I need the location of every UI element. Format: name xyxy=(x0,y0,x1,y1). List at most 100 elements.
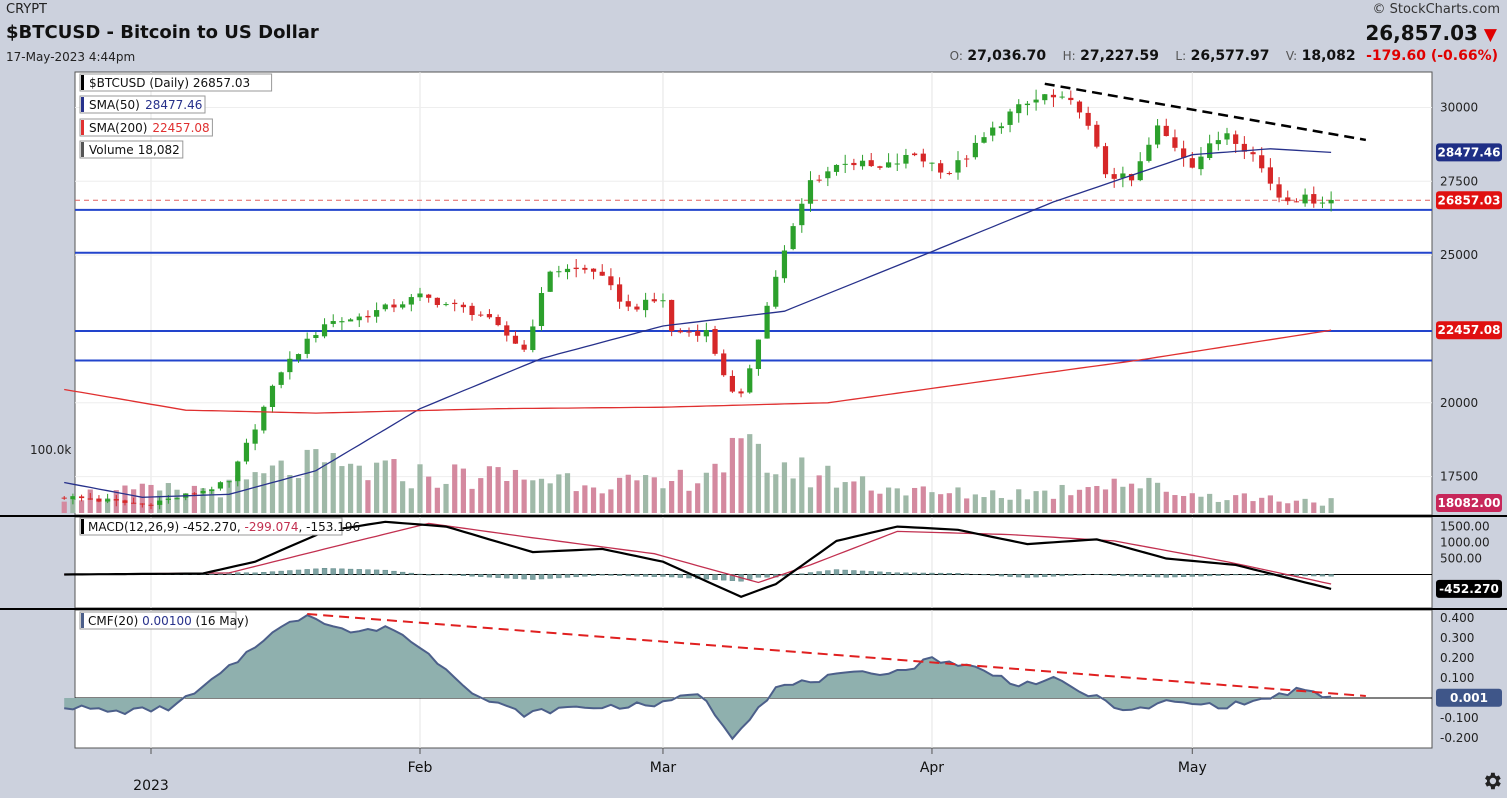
cmf-badge-bg xyxy=(1436,688,1502,707)
macd-histogram-bar xyxy=(1241,574,1248,576)
volume-bar xyxy=(1319,505,1326,513)
price-panel[interactable] xyxy=(74,71,1433,516)
macd-histogram-bar xyxy=(235,572,241,575)
candle xyxy=(356,316,362,321)
candle xyxy=(538,293,545,327)
macd-histogram-bar xyxy=(278,570,284,575)
x-axis-label: Mar xyxy=(650,760,677,776)
volume-bar xyxy=(903,495,909,513)
candle xyxy=(408,297,414,305)
macd-histogram-bar xyxy=(764,574,770,578)
volume-bar xyxy=(660,488,666,513)
macd-histogram-bar xyxy=(504,574,510,579)
candle xyxy=(295,354,302,360)
candle xyxy=(643,299,649,311)
candle xyxy=(1120,173,1126,178)
volume-bar xyxy=(408,488,414,513)
volume-bar xyxy=(269,465,276,513)
cmf-tick-label: 0.100 xyxy=(1440,671,1474,685)
candle xyxy=(434,297,440,306)
macd-histogram-bar xyxy=(1076,574,1083,576)
volume-bar xyxy=(226,479,232,513)
candle xyxy=(365,315,371,318)
macd-histogram-bar xyxy=(1311,574,1317,577)
candle xyxy=(616,284,623,302)
volume-bar xyxy=(608,489,614,513)
candle xyxy=(330,321,336,324)
volume-bar xyxy=(955,487,961,513)
volume-bar xyxy=(1302,498,1308,513)
volume-bar xyxy=(96,498,102,513)
volume-bar xyxy=(148,484,154,513)
candle xyxy=(599,271,605,276)
candle xyxy=(669,299,675,332)
macd-histogram-bar xyxy=(964,573,970,575)
macd-histogram-bar xyxy=(243,572,250,575)
macd-histogram-bar xyxy=(1163,574,1169,578)
candle xyxy=(174,498,180,500)
volume-bar xyxy=(1085,487,1091,513)
candle xyxy=(417,293,423,298)
candle xyxy=(972,142,978,158)
volume-bar xyxy=(1120,486,1126,513)
macd-histogram-bar xyxy=(1137,574,1143,577)
candle xyxy=(1215,140,1221,145)
candle xyxy=(998,126,1004,129)
candle xyxy=(790,226,796,250)
candle xyxy=(712,328,718,354)
volume-bar xyxy=(191,485,197,513)
candle xyxy=(1293,201,1300,203)
resistance-trendline[interactable] xyxy=(1044,82,1367,142)
volume-bar xyxy=(1111,478,1117,513)
macd-tick-label: 1500.00 xyxy=(1440,520,1490,534)
candle xyxy=(243,442,250,462)
macd-histogram-bar xyxy=(564,574,571,578)
macd-histogram-bar xyxy=(313,568,319,575)
volume-bar xyxy=(382,460,388,513)
candle xyxy=(504,325,510,336)
sma200-line[interactable] xyxy=(64,329,1332,414)
macd-histogram-bar xyxy=(382,569,388,575)
candle xyxy=(816,179,822,181)
macd-histogram-bar xyxy=(642,574,649,577)
volume-bar xyxy=(1224,500,1230,513)
volume-bar xyxy=(747,434,753,513)
macd-histogram-bar xyxy=(946,572,952,575)
candle xyxy=(1102,146,1109,175)
macd-histogram-bar xyxy=(911,572,918,575)
cmf-line[interactable] xyxy=(64,613,1332,741)
volume-bar xyxy=(486,466,493,513)
gear-icon[interactable] xyxy=(1481,770,1503,792)
sma50-line[interactable] xyxy=(64,148,1332,498)
cmf-trendline[interactable] xyxy=(307,613,1366,697)
candle xyxy=(859,160,866,167)
last-price-badge-bg xyxy=(1436,191,1502,210)
copyright-link[interactable]: © StockCharts.com xyxy=(1372,2,1500,17)
x-axis-label: Apr xyxy=(920,760,944,776)
macd-histogram-bar xyxy=(816,571,822,575)
macd-line[interactable] xyxy=(64,520,1332,598)
macd-histogram-bar xyxy=(1319,574,1326,577)
candle xyxy=(929,162,935,164)
last-price-value: 26,857.03 xyxy=(1365,21,1478,45)
macd-signal-line[interactable] xyxy=(64,522,1332,585)
volume-bar xyxy=(217,497,224,513)
volume-bar xyxy=(452,464,458,513)
candle xyxy=(703,330,709,337)
legend-sma200-swatch xyxy=(81,120,84,135)
volume-bar xyxy=(356,465,362,513)
volume-bar xyxy=(859,476,866,513)
macd-histogram-bar xyxy=(868,571,874,575)
candle xyxy=(677,330,683,333)
volume-bar xyxy=(1181,495,1187,513)
cmf-badge-text: 0.001 xyxy=(1450,691,1488,705)
macd-histogram-bar xyxy=(452,574,458,576)
volume-bar xyxy=(964,498,970,513)
low-value: 26,577.97 xyxy=(1190,48,1270,64)
volume-bar xyxy=(252,472,258,513)
candle xyxy=(521,344,527,350)
candle xyxy=(1007,111,1013,125)
macd-histogram-bar xyxy=(460,574,467,576)
volume-bar xyxy=(894,488,900,513)
